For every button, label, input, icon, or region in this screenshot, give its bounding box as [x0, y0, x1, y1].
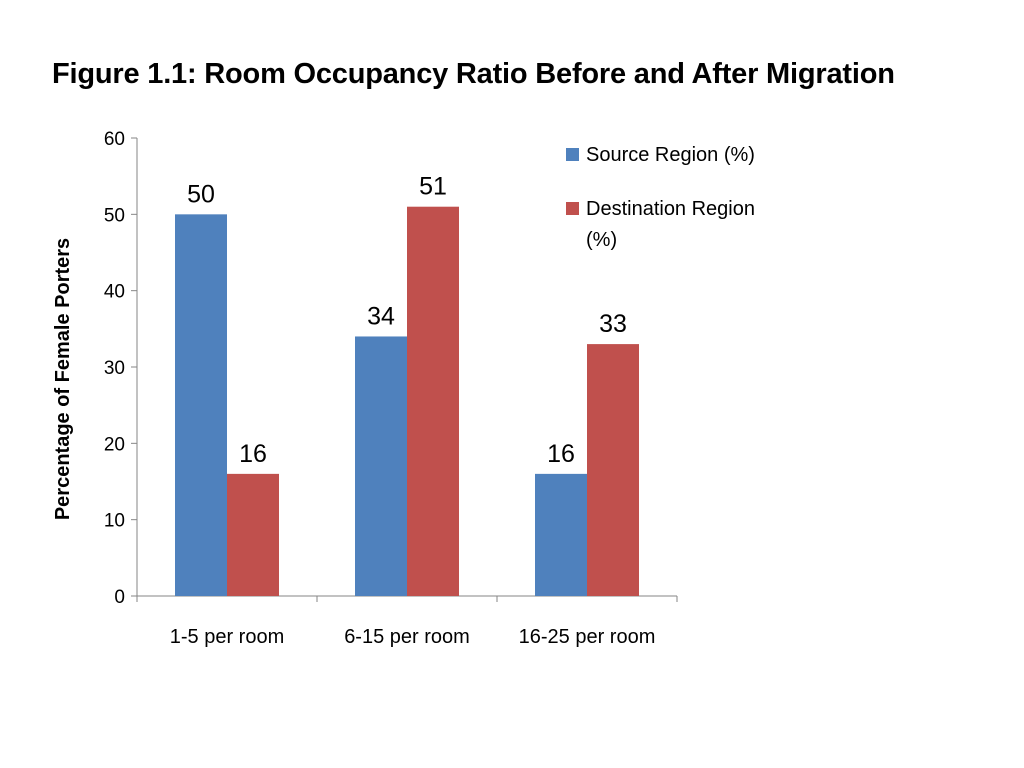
data-label: 51	[419, 173, 447, 201]
y-tick-label: 50	[104, 205, 125, 226]
legend-swatch	[566, 148, 579, 161]
bar-source-1	[175, 214, 227, 597]
category-label: 6-15 per room	[344, 626, 470, 648]
category-labels: 1-5 per room 6-15 per room 16-25 per room	[170, 626, 656, 648]
data-label: 16	[239, 440, 267, 468]
y-axis-label-group: Percentage of Female Porters	[52, 238, 74, 520]
y-tick-label: 60	[104, 129, 125, 150]
data-label: 50	[187, 180, 215, 208]
category-label: 1-5 per room	[170, 626, 285, 648]
bars	[175, 206, 639, 597]
data-label: 33	[599, 310, 627, 338]
y-tick-label: 0	[114, 587, 125, 608]
bar-destination-2	[407, 206, 459, 596]
legend: Source Region (%) Destination Region (%)	[566, 144, 755, 251]
y-tick-labels: 0 10 20 30 40 50 60	[104, 129, 125, 608]
category-label: 16-25 per room	[519, 626, 656, 648]
bar-destination-1	[227, 473, 279, 596]
data-labels: 50 16 34 51 16 33	[187, 173, 627, 468]
bar-source-3	[535, 473, 587, 596]
y-axis-label: Percentage of Female Porters	[52, 238, 74, 520]
y-tick-label: 40	[104, 282, 125, 303]
y-tick-label: 10	[104, 511, 125, 532]
legend-label: Destination Region	[586, 198, 755, 220]
legend-label: Source Region (%)	[586, 144, 755, 166]
legend-swatch	[566, 202, 579, 215]
bar-destination-3	[587, 344, 639, 596]
y-tick-label: 20	[104, 434, 125, 455]
chart-title: Figure 1.1: Room Occupancy Ratio Before …	[52, 58, 895, 90]
legend-label: (%)	[586, 229, 617, 251]
bar-source-2	[355, 336, 407, 596]
y-tick-label: 30	[104, 358, 125, 379]
data-label: 34	[367, 302, 395, 330]
data-label: 16	[547, 440, 575, 468]
